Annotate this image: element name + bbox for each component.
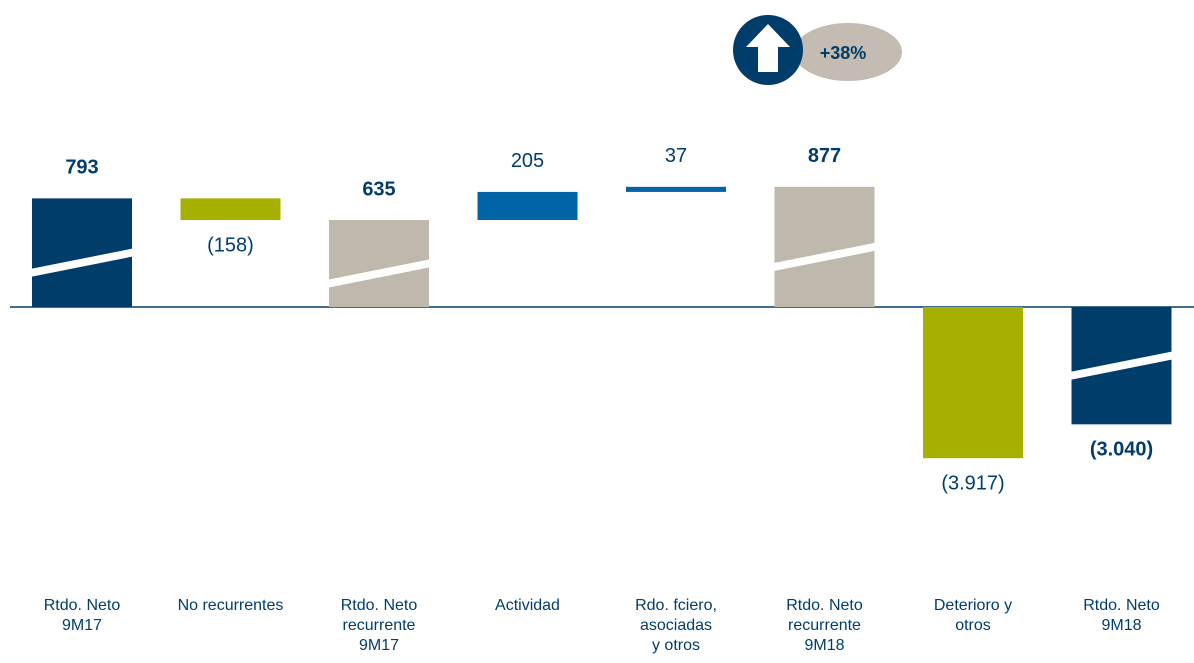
value-label: 793 bbox=[65, 157, 98, 179]
bar bbox=[626, 186, 726, 192]
value-label: (3.040) bbox=[1090, 439, 1153, 461]
bar bbox=[477, 191, 578, 221]
value-label: (3.917) bbox=[941, 472, 1004, 494]
x-tick-label: No recurrentes bbox=[177, 597, 284, 614]
value-label: 37 bbox=[665, 145, 687, 167]
value-label: 877 bbox=[808, 145, 841, 167]
up-arrow bbox=[746, 24, 790, 72]
x-tick-label: Rtdo. Neto recurrente 9M17 bbox=[340, 597, 418, 654]
value-label: 635 bbox=[362, 178, 395, 200]
x-tick-label: Rdo. fciero, asociadas y otros bbox=[635, 597, 717, 654]
x-tick-label: Actividad bbox=[495, 597, 560, 614]
x-tick-label: Rtdo. Neto recurrente 9M18 bbox=[786, 597, 863, 654]
value-label: (158) bbox=[207, 234, 254, 256]
x-tick-label: Rtdo. Neto 9M18 bbox=[1083, 597, 1160, 634]
badge-text: +38% bbox=[820, 43, 867, 63]
bar bbox=[923, 307, 1023, 459]
break-mark bbox=[1071, 351, 1172, 380]
growth-badge: +38% bbox=[733, 15, 902, 85]
badge-bubble bbox=[794, 23, 902, 81]
break-mark bbox=[329, 259, 429, 288]
bar bbox=[180, 198, 281, 221]
break-mark bbox=[774, 242, 875, 271]
x-tick-label: Deterioro y otros bbox=[933, 597, 1013, 634]
x-tick-label: Rtdo. Neto 9M17 bbox=[43, 597, 121, 634]
value-label: 205 bbox=[511, 150, 544, 172]
break-mark bbox=[32, 248, 132, 277]
